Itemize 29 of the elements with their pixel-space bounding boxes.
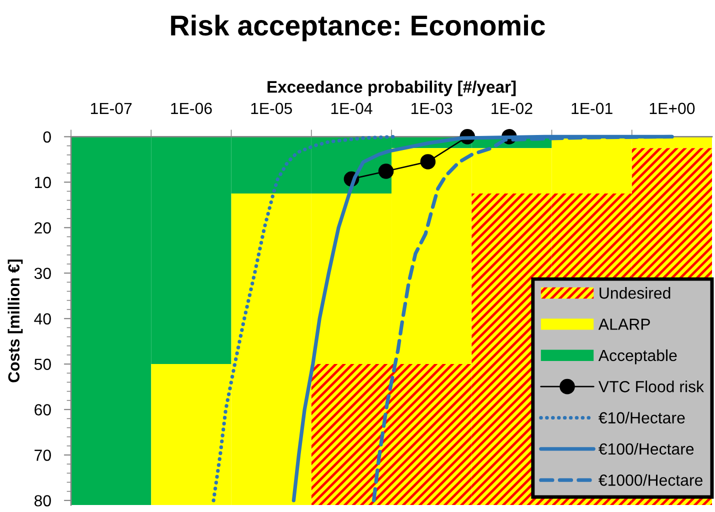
- y-tick-label: 40: [34, 313, 51, 325]
- y-tick-label: 50: [34, 358, 51, 370]
- y-tick-label: 10: [35, 176, 51, 188]
- x-axis-title: Exceedance probability [#/year]: [268, 80, 516, 96]
- x-tick-label: 1E-02: [492, 102, 532, 114]
- y-tick-label: 20: [34, 222, 51, 234]
- legend-label: €10/Hectare: [598, 412, 685, 424]
- y-tick-label: 0: [43, 131, 51, 143]
- bar: [392, 364, 472, 505]
- legend-label: Acceptable: [598, 349, 677, 364]
- legend-label: VTC Flood risk: [598, 380, 704, 392]
- y-tick-label: 60: [34, 404, 51, 416]
- y-axis-title: Costs [million €]: [8, 260, 23, 382]
- legend-label: €100/Hectare: [598, 442, 694, 455]
- legend-label: Undesired: [600, 287, 670, 299]
- y-tick-label: 30: [34, 268, 51, 280]
- x-tick-label: 1E-07: [90, 102, 132, 114]
- y-tick-label: 70: [34, 450, 51, 461]
- x-tick-label: 1E-06: [171, 102, 212, 114]
- bar: [311, 364, 392, 505]
- legend-label: €1000/Hectare: [598, 474, 702, 486]
- y-tick-label: 80: [34, 495, 51, 506]
- x-tick-label: 1E-01: [572, 102, 612, 114]
- x-tick-label: 1E-04: [331, 102, 372, 114]
- x-tick-label: 1E+00: [650, 102, 695, 114]
- chart-title: Risk acceptance: Economic: [171, 14, 545, 42]
- x-tick-label: 1E-05: [251, 102, 292, 114]
- x-tick-label: 1E-03: [411, 102, 452, 114]
- legend-label: ALARP: [598, 318, 650, 330]
